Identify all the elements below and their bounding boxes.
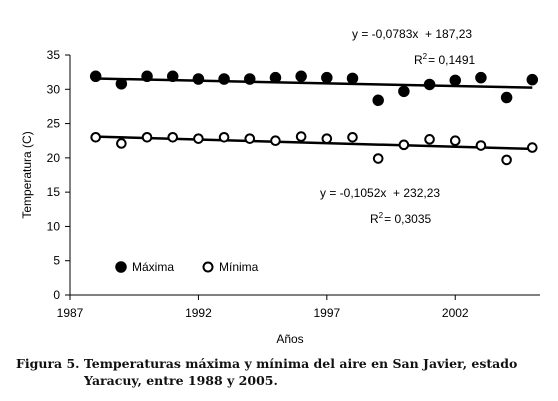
data-point-maxima — [346, 72, 359, 85]
x-axis-title: Años — [276, 332, 303, 346]
y-axis-title: Temperatura (C) — [20, 131, 34, 218]
data-point-maxima — [269, 71, 282, 84]
x-tick-label: 1987 — [57, 306, 84, 320]
data-point-minima — [218, 131, 230, 143]
axes — [69, 55, 540, 296]
x-tick-label: 1997 — [313, 306, 340, 320]
y-tick-label: 0 — [53, 288, 60, 302]
max-trend-equation: y = -0,0783x + 187,23 — [352, 27, 472, 41]
data-point-maxima — [192, 73, 205, 85]
data-point-maxima — [372, 94, 384, 107]
min-trend-equation: y = -0,1052x + 232,23 — [320, 186, 440, 200]
y-tick-label: 30 — [47, 82, 61, 96]
min-trend-r2: R2= 0,3035 — [370, 211, 431, 226]
data-point-minima — [449, 135, 461, 147]
y-tick-label: 25 — [47, 117, 61, 131]
trendline-minima — [95, 135, 533, 151]
data-point-minima — [270, 135, 281, 147]
data-point-maxima — [295, 70, 307, 83]
data-point-maxima — [423, 78, 436, 91]
min-r2-superscript: 2 — [379, 211, 384, 220]
data-point-maxima — [141, 70, 153, 83]
min-r2-label: R — [370, 212, 379, 226]
data-point-group — [89, 70, 539, 166]
data-point-maxima — [115, 78, 128, 90]
trendline-maxima — [95, 77, 533, 89]
data-point-maxima — [166, 70, 179, 83]
legend-label-minima: Mínima — [219, 260, 259, 274]
max-r2-label: R — [414, 53, 423, 67]
data-point-maxima — [398, 85, 410, 98]
data-point-maxima — [218, 73, 230, 85]
y-tick-label: 15 — [47, 185, 61, 199]
legend-label-maxima: Máxima — [132, 260, 174, 274]
data-point-maxima — [449, 74, 461, 87]
data-point-minima — [244, 133, 256, 144]
data-point-minima — [141, 131, 153, 143]
data-point-minima — [398, 139, 410, 151]
data-point-maxima — [321, 71, 333, 84]
data-point-minima — [193, 133, 204, 144]
caption-line-2: Yaracuy, entre 1988 y 2005. — [84, 373, 278, 388]
y-tick-label: 10 — [47, 219, 61, 233]
y-tick-label: 5 — [53, 254, 60, 268]
data-point-maxima — [244, 73, 256, 85]
trendline-group — [95, 77, 533, 151]
caption-line-1: Figura 5. Temperaturas máxima y mínima d… — [16, 356, 518, 371]
data-point-minima — [526, 142, 538, 153]
data-point-minima — [116, 138, 127, 149]
max-trend-r2: R2= 0,1491 — [414, 52, 475, 67]
chart: 0 5 10 15 20 25 30 35 1987 1992 1997 2002 Temperatu… — [20, 27, 540, 346]
figure-caption: Figura 5. Temperaturas máxima y mínima d… — [16, 355, 558, 389]
min-r2-value: = 0,3035 — [384, 212, 431, 226]
tick-group: 0 5 10 15 20 25 30 35 1987 1992 1997 2002 — [47, 48, 469, 320]
data-point-maxima — [500, 91, 513, 104]
data-point-maxima — [89, 70, 102, 83]
x-tick-label: 2002 — [442, 306, 469, 320]
data-point-maxima — [526, 73, 539, 86]
data-point-minima — [424, 134, 435, 145]
data-point-minima — [501, 154, 512, 166]
data-point-minima — [372, 153, 384, 164]
data-point-minima — [321, 133, 333, 144]
data-point-minima — [90, 131, 101, 143]
data-point-minima — [167, 131, 179, 143]
data-point-maxima — [475, 71, 487, 84]
data-point-minima — [347, 131, 358, 143]
y-tick-label: 20 — [47, 151, 61, 165]
x-tick-label: 1992 — [185, 306, 212, 320]
y-tick-label: 35 — [47, 48, 61, 62]
legend-marker-maxima — [115, 261, 127, 273]
max-r2-superscript: 2 — [423, 52, 428, 61]
max-r2-value: = 0,1491 — [428, 53, 475, 67]
legend: Máxima Mínima — [115, 260, 259, 274]
data-point-minima — [295, 131, 307, 142]
legend-marker-minima — [202, 261, 214, 273]
data-point-minima — [475, 140, 487, 151]
